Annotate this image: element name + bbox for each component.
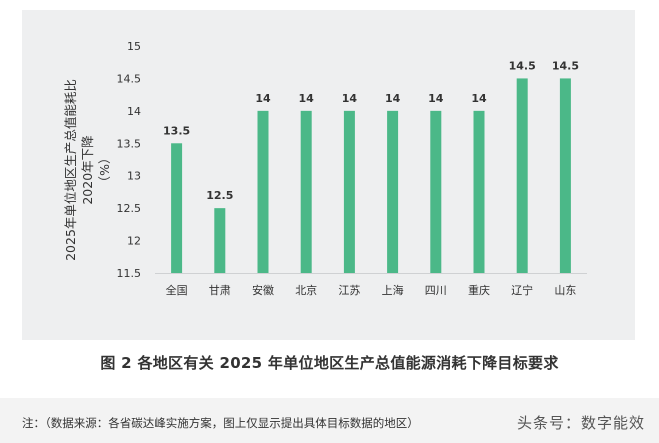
value-label: 14 <box>342 92 358 105</box>
source-note: 注：（数据来源：各省碳达峰实施方案，图上仅显示提出具体目标数据的地区） <box>22 416 419 430</box>
bar <box>516 78 528 273</box>
x-tick-label: 重庆 <box>468 283 490 297</box>
x-tick-label: 山东 <box>554 284 576 297</box>
bar <box>257 110 269 273</box>
bars <box>171 78 571 273</box>
x-tick-label: 江苏 <box>338 284 360 297</box>
y-tick-label: 14 <box>127 105 141 118</box>
value-label: 12.5 <box>206 189 233 202</box>
y-axis-ticks: 11.5 12 12.5 13 13.5 14 14.5 15 <box>117 40 142 280</box>
y-axis-title-line-2: 2020年下降 <box>80 135 95 205</box>
y-axis-title: 2025年单位地区生产总值能耗比 2020年下降 （%） <box>63 79 112 261</box>
y-tick-label: 13 <box>127 170 141 183</box>
bar <box>473 110 485 273</box>
x-tick-label: 北京 <box>295 283 317 297</box>
bar <box>171 143 183 273</box>
bar <box>214 208 226 273</box>
bar <box>559 78 571 273</box>
bar <box>343 110 355 273</box>
value-label: 14.5 <box>509 59 536 72</box>
y-tick-label: 12 <box>127 235 141 248</box>
x-tick-label: 安徽 <box>252 283 274 297</box>
y-tick-label: 15 <box>127 40 141 53</box>
x-tick-label: 上海 <box>382 283 404 297</box>
value-labels: 13.5 12.5 14 14 14 14 14 14 14.5 14.5 <box>163 59 579 202</box>
value-label: 14 <box>428 92 444 105</box>
x-tick-label: 全国 <box>166 283 188 297</box>
y-axis-title-line-3: （%） <box>97 152 112 189</box>
y-tick-label: 14.5 <box>117 72 142 85</box>
value-label: 14 <box>299 92 315 105</box>
bar <box>300 110 312 273</box>
x-tick-label: 四川 <box>425 284 447 297</box>
value-label: 14.5 <box>552 59 579 72</box>
bar <box>387 110 399 273</box>
y-tick-label: 11.5 <box>117 267 142 280</box>
y-axis-title-line-1: 2025年单位地区生产总值能耗比 <box>63 79 78 261</box>
bar-chart: 2025年单位地区生产总值能耗比 2020年下降 （%） 11.51212.51… <box>63 40 587 297</box>
figure-caption: 图 2 各地区有关 2025 年单位地区生产总值能源消耗下降目标要求 <box>100 354 559 372</box>
value-label: 14 <box>471 92 487 105</box>
x-tick-label: 辽宁 <box>511 283 533 297</box>
x-axis-labels: 全国 甘肃 安徽 北京 江苏 上海 四川 重庆 辽宁 山东 <box>166 283 577 297</box>
y-tick-label: 12.5 <box>117 202 142 215</box>
y-tick-label: 13.5 <box>117 137 142 150</box>
footer-bar <box>0 398 659 443</box>
chart-panel: 2025年单位地区生产总值能耗比 2020年下降 （%） 11.5 12 12.5 1… <box>22 10 635 340</box>
value-label: 13.5 <box>163 124 190 137</box>
x-tick-label: 甘肃 <box>209 284 231 297</box>
watermark-text: 头条号：数字能效 <box>516 414 645 432</box>
bar <box>430 110 442 273</box>
value-label: 14 <box>255 92 271 105</box>
value-label: 14 <box>385 92 401 105</box>
